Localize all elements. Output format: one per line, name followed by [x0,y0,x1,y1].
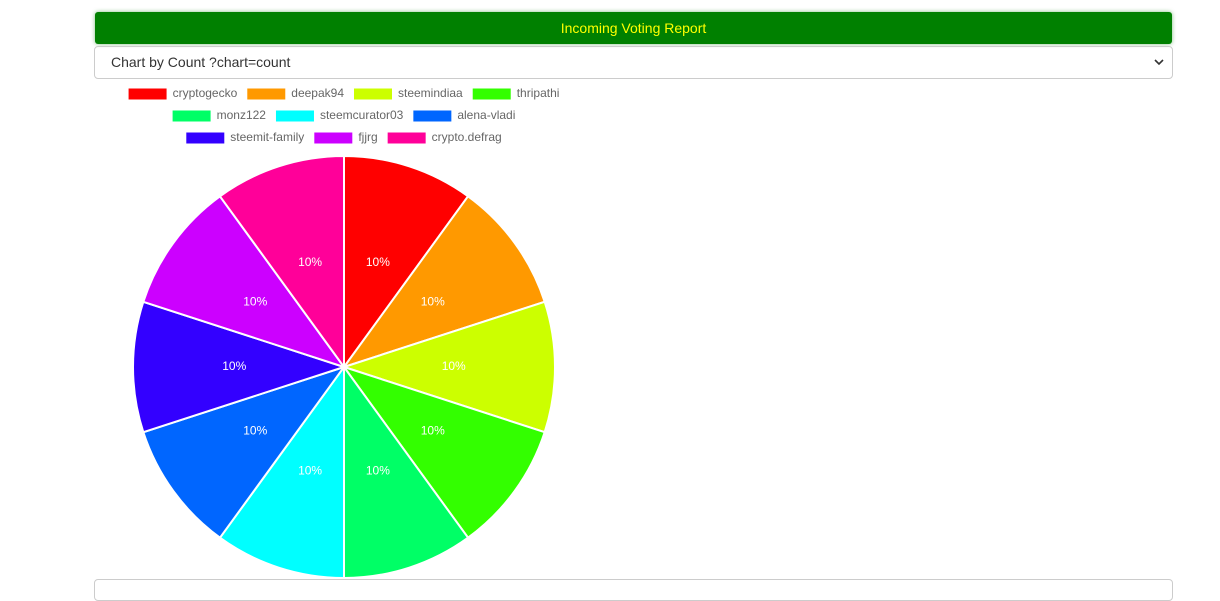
legend-item: deepak94 [247,86,344,100]
legend-item: fjjrg [314,130,378,144]
legend-item: steemindiaa [354,86,463,100]
legend-label: alena-vladi [457,108,515,122]
report-header: Incoming Voting Report [95,12,1172,44]
slice-label: 10% [366,255,390,269]
legend-swatch [354,88,392,100]
legend-swatch [172,110,211,122]
chart-select[interactable]: Chart by Count ?chart=count [94,46,1173,79]
pie-slice [142,194,347,369]
pie-slice [132,300,348,434]
pie-slice [341,194,546,369]
legend-label: monz122 [217,108,267,122]
pie-slice [142,365,347,540]
legend-label: steemit-family [230,130,304,144]
legend-swatch [314,132,353,144]
legend-label: crypto.defrag [432,130,502,144]
legend-swatch [472,88,511,100]
legend-swatch [387,132,426,144]
slice-label: 10% [421,295,445,309]
slice-label: 10% [243,424,267,438]
legend-swatch [275,110,314,122]
legend-label: steemindiaa [398,86,463,100]
pie-slice [343,154,470,371]
slice-label: 10% [222,359,246,373]
pie-slice [341,365,546,540]
legend-swatch [186,132,225,144]
slice-label: 10% [366,464,390,478]
legend-swatch [247,88,286,100]
legend-swatch [128,88,167,100]
pie-slice [343,363,470,580]
legend-item: thripathi [472,86,560,100]
slice-label: 10% [243,295,267,309]
legend-item: steemit-family [186,130,304,144]
legend-swatch [413,110,452,122]
page: Incoming Voting Report Chart by Count ?c… [94,12,1173,601]
legend-item: cryptogecko [128,86,238,100]
pie-slice [340,300,556,434]
legend-item: alena-vladi [413,108,515,122]
legend-item: steemcurator03 [275,108,404,122]
pie-slice [218,154,345,371]
legend-item: monz122 [172,108,267,122]
select-label: Chart by Count ?chart=count [111,54,291,70]
slice-label: 10% [298,255,322,269]
legend-label: steemcurator03 [320,108,404,122]
legend-label: thripathi [517,86,560,100]
legend-label: cryptogecko [173,86,238,100]
pie-slice [218,363,345,580]
slice-label: 10% [421,424,445,438]
legend-label: fjjrg [358,130,377,144]
legend-label: deepak94 [291,86,344,100]
chevron [1154,59,1164,66]
slice-label: 10% [442,359,466,373]
chart: 10% 10% 10% 10% 10% 10% 10% 10% 10% 10% cryptogeck… [128,86,560,580]
legend-item: crypto.defrag [387,130,502,144]
slice-label: 10% [298,464,322,478]
